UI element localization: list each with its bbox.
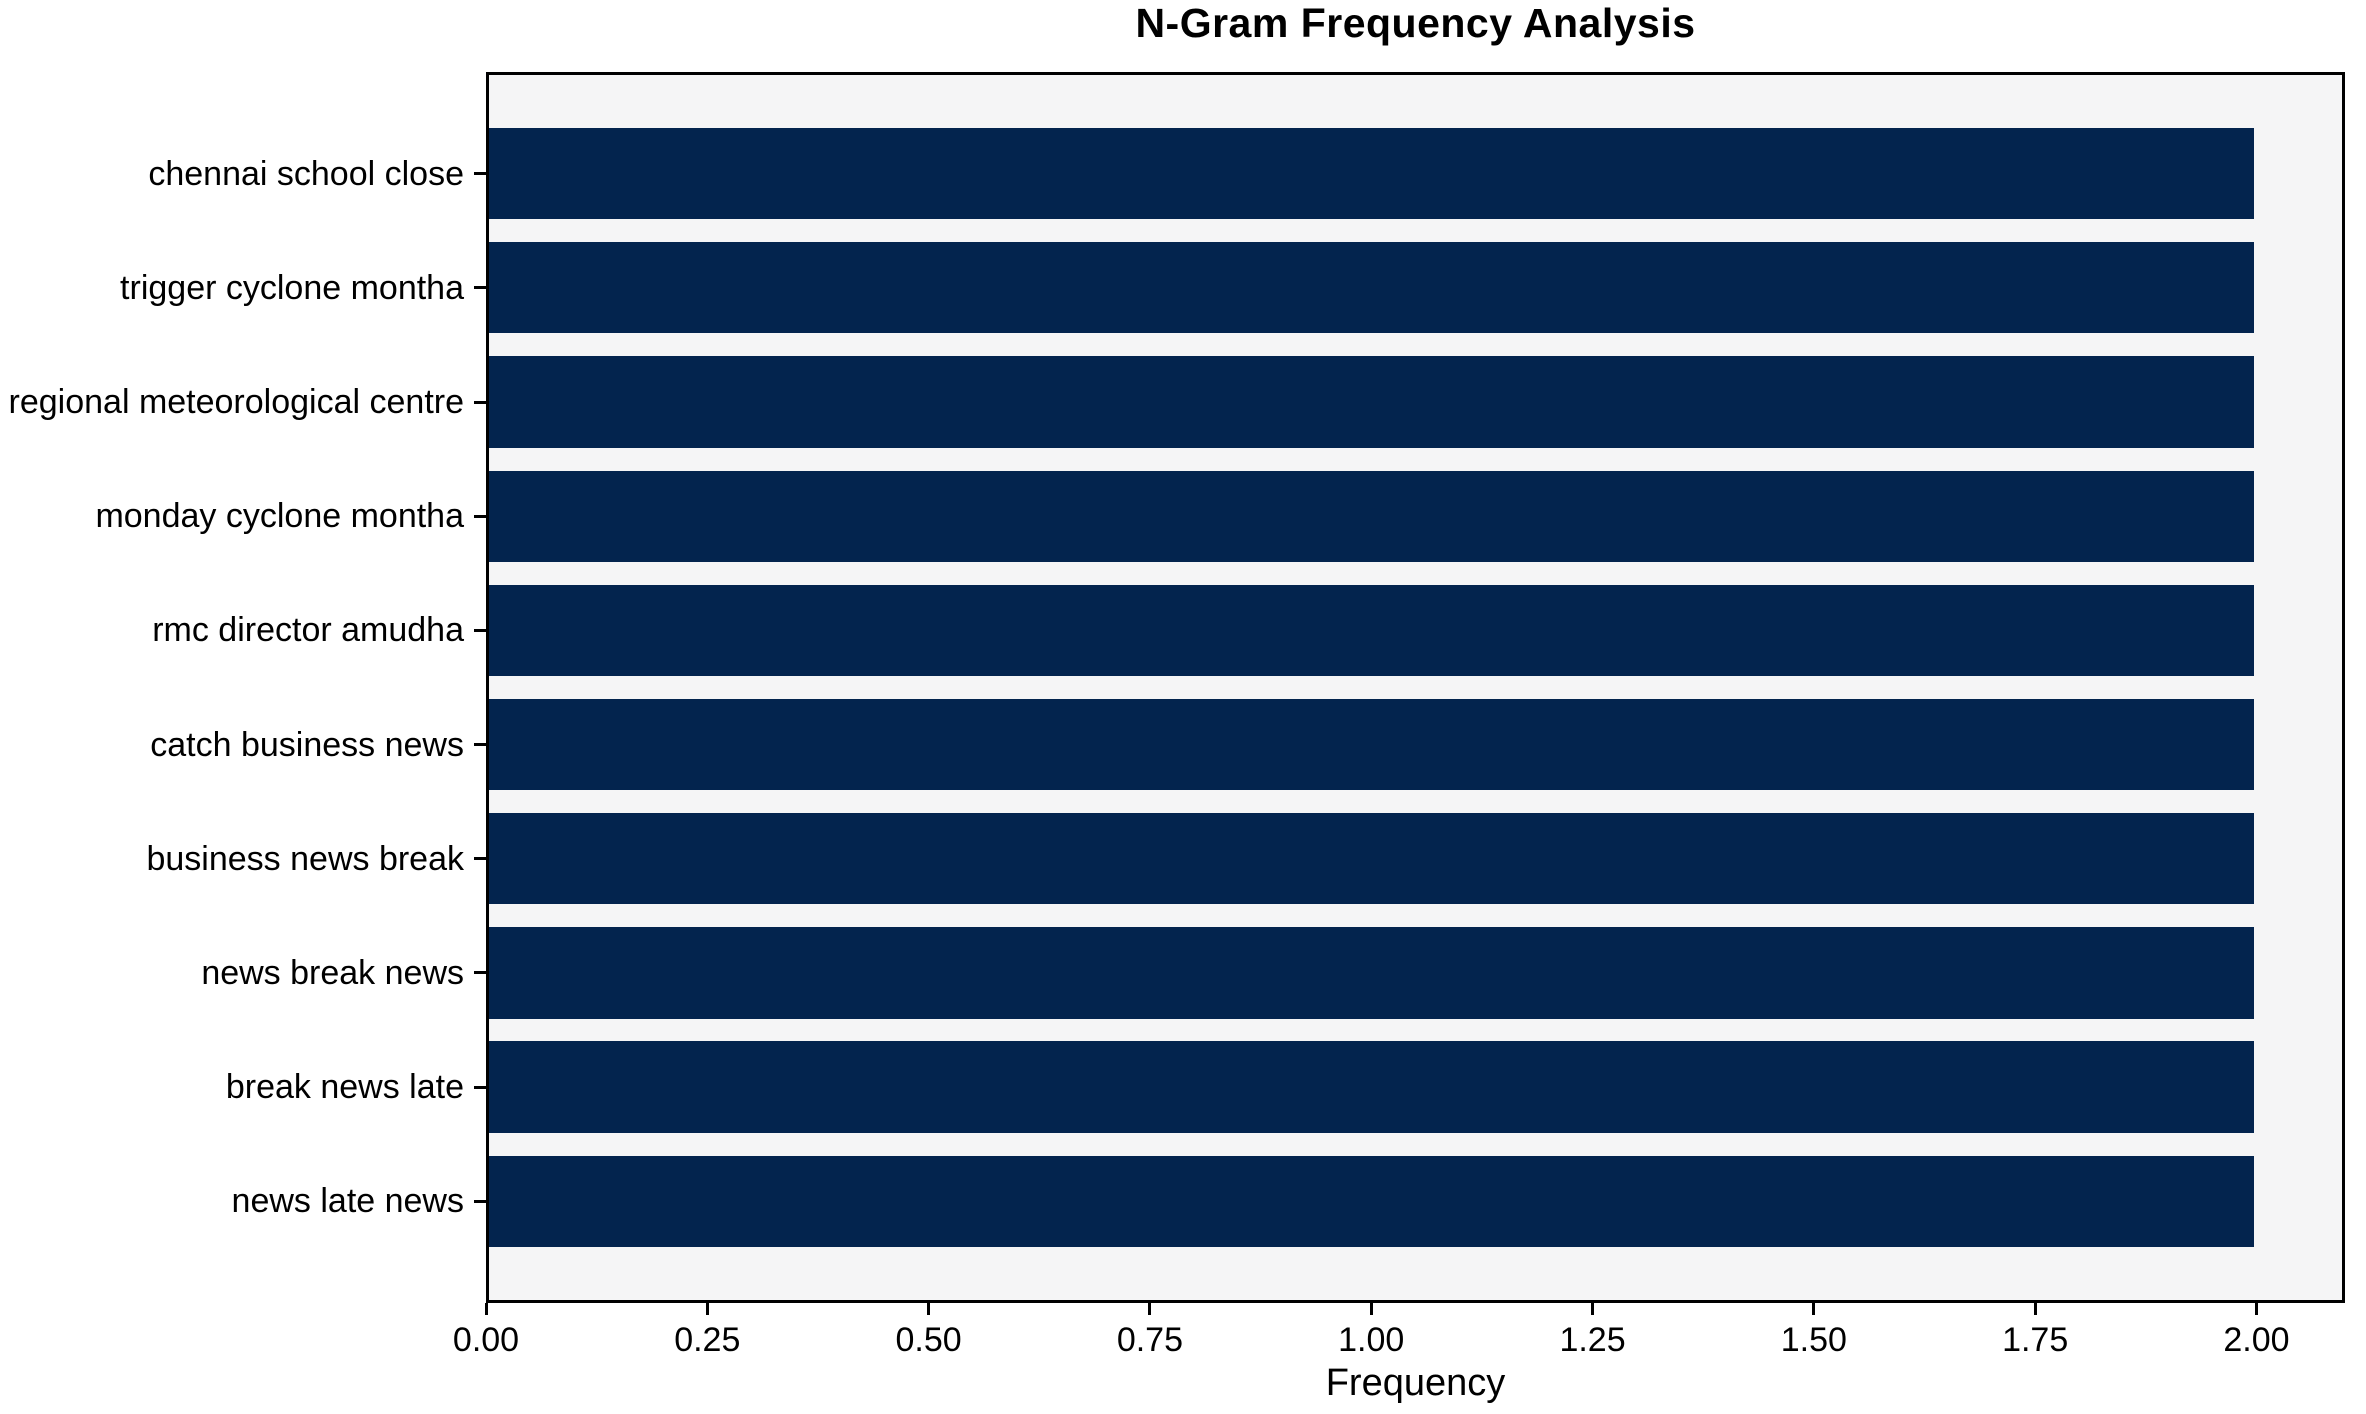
y-tick-label: monday cyclone montha — [95, 497, 464, 536]
x-tick-mark — [1369, 1303, 1373, 1315]
y-tick-mark — [474, 971, 486, 975]
x-tick-mark — [2254, 1303, 2258, 1315]
x-tick-mark — [1148, 1303, 1152, 1315]
bar — [489, 813, 2254, 905]
y-tick-mark — [474, 857, 486, 861]
bar — [489, 242, 2254, 334]
y-tick-mark — [474, 286, 486, 290]
x-tick-label: 0.50 — [895, 1321, 962, 1359]
bar — [489, 1041, 2254, 1133]
bar — [489, 927, 2254, 1019]
plot-area — [486, 72, 2345, 1303]
bar — [489, 584, 2254, 677]
x-tick-label: 1.00 — [1338, 1321, 1405, 1359]
y-tick-label: break news late — [225, 1068, 464, 1107]
y-tick-mark — [474, 400, 486, 404]
y-tick-label: news break news — [201, 953, 464, 992]
y-tick-label: rmc director amudha — [152, 611, 464, 650]
y-tick-label: catch business news — [150, 725, 464, 764]
bar — [489, 1155, 2254, 1248]
x-tick-label: 1.25 — [1559, 1321, 1626, 1359]
bar — [489, 356, 2254, 448]
bar — [489, 470, 2254, 562]
x-tick-label: 1.75 — [2002, 1321, 2069, 1359]
x-tick-label: 0.00 — [452, 1321, 520, 1359]
y-tick-label: regional meteorological centre — [8, 383, 464, 422]
y-tick-label: trigger cyclone montha — [120, 268, 464, 307]
x-tick-label: 0.25 — [674, 1321, 741, 1359]
y-tick-mark — [474, 1199, 486, 1203]
x-axis-title: Frequency — [1325, 1362, 1506, 1404]
y-tick-mark — [474, 743, 486, 747]
y-tick-mark — [474, 1085, 486, 1089]
x-tick-label: 0.75 — [1116, 1321, 1184, 1359]
bar — [489, 698, 2254, 791]
y-tick-mark — [474, 628, 486, 632]
x-tick-label: 1.50 — [1780, 1321, 1847, 1359]
x-tick-mark — [1812, 1303, 1816, 1315]
x-tick-mark — [705, 1303, 709, 1315]
x-tick-mark — [2033, 1303, 2037, 1315]
bar — [489, 127, 2254, 220]
chart-title: N-Gram Frequency Analysis — [1135, 0, 1696, 46]
y-tick-label: business news break — [146, 839, 464, 878]
y-tick-mark — [474, 172, 486, 176]
y-tick-label: chennai school close — [148, 154, 464, 193]
x-tick-mark — [484, 1303, 488, 1315]
y-tick-mark — [474, 514, 486, 518]
x-tick-mark — [927, 1303, 931, 1315]
y-tick-label: news late news — [231, 1182, 464, 1221]
x-tick-mark — [1591, 1303, 1595, 1315]
x-tick-label: 2.00 — [2223, 1321, 2290, 1359]
